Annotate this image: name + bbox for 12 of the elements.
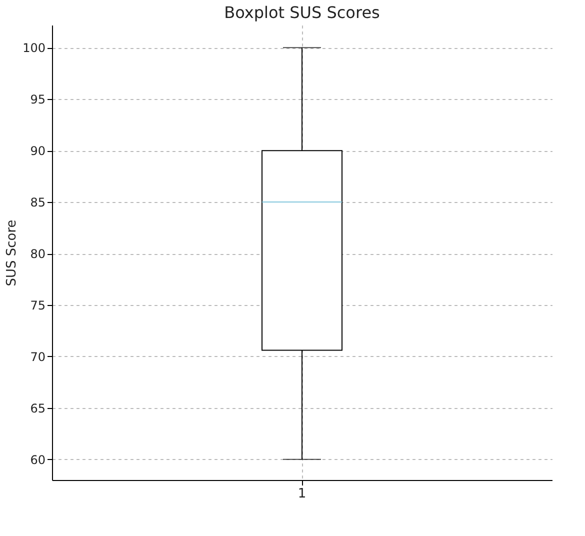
y-tick-label: 70 [30,350,46,364]
y-tick-label: 65 [30,401,46,416]
y-tick-label: 100 [22,41,46,56]
y-tick-label: 85 [30,196,46,210]
y-tick-label: 90 [30,144,46,158]
y-tick-label: 95 [30,92,46,107]
y-tick-label: 75 [30,298,46,312]
chart-title: Boxplot SUS Scores [224,3,380,22]
y-tick-label: 60 [30,452,46,467]
y-axis-title: SUS Score [4,220,20,286]
x-tick-label: 1 [298,486,306,502]
y-tick-label: 80 [30,247,46,262]
